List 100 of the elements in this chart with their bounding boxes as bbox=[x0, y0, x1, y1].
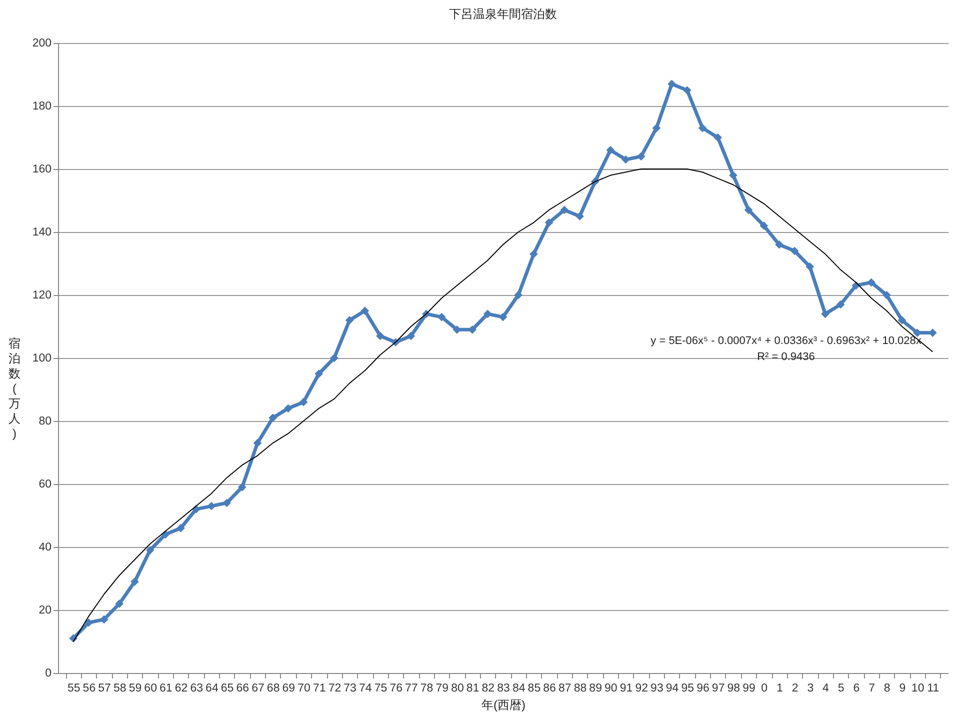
point bbox=[330, 354, 338, 362]
point bbox=[836, 300, 845, 309]
point bbox=[668, 80, 676, 88]
x-tick-label: 82 bbox=[482, 682, 495, 694]
x-tick-label: 79 bbox=[436, 682, 449, 694]
x-tick-label: 2 bbox=[792, 682, 798, 694]
x-tick-label: 80 bbox=[451, 682, 464, 694]
point bbox=[84, 618, 93, 627]
y-tick-label: 160 bbox=[32, 164, 52, 176]
x-tick-label: 58 bbox=[113, 682, 126, 694]
x-tick-label: 90 bbox=[604, 682, 618, 694]
point bbox=[376, 332, 384, 340]
x-tick-label: 78 bbox=[420, 682, 434, 694]
x-tick-label: 86 bbox=[543, 682, 556, 694]
x-tick-label: 65 bbox=[220, 682, 234, 694]
point bbox=[821, 310, 830, 318]
x-tick-label: 67 bbox=[252, 682, 264, 694]
x-tick-label: 10 bbox=[911, 682, 924, 694]
x-tick-label: 88 bbox=[574, 682, 587, 694]
x-tick-label: 68 bbox=[266, 682, 280, 694]
x-tick-label: 61 bbox=[160, 682, 172, 694]
point bbox=[652, 124, 661, 132]
point bbox=[100, 615, 108, 624]
x-tick-label: 5 bbox=[838, 682, 844, 694]
annotation: y = 5E-06x⁵ - 0.0007x⁴ + 0.0336x³ - 0.6963x² + 10.028x bbox=[650, 335, 922, 347]
point bbox=[867, 278, 876, 287]
x-tick-label: 92 bbox=[635, 682, 648, 694]
point bbox=[714, 133, 722, 142]
x-tick-label: 96 bbox=[696, 682, 710, 694]
point bbox=[560, 206, 569, 214]
x-tick-label: 77 bbox=[405, 682, 418, 694]
x-tick-label: 97 bbox=[712, 682, 725, 694]
y-tick-label: 120 bbox=[32, 290, 52, 302]
x-tick-label: 69 bbox=[282, 682, 296, 694]
y-tick-label: 200 bbox=[32, 38, 52, 50]
point bbox=[498, 312, 508, 322]
x-tick-label: 1 bbox=[776, 682, 783, 694]
x-tick-label: 93 bbox=[650, 682, 664, 694]
point bbox=[146, 546, 154, 554]
annotation: R² = 0.9436 bbox=[757, 351, 815, 363]
point bbox=[314, 370, 324, 378]
point bbox=[728, 171, 738, 180]
y-tick-label: 20 bbox=[38, 604, 52, 616]
x-tick-label: 60 bbox=[144, 682, 157, 694]
point bbox=[530, 250, 538, 258]
x-tick-label: 73 bbox=[344, 682, 356, 694]
x-tick-label: 72 bbox=[328, 682, 342, 694]
x-tick-label: 63 bbox=[190, 682, 203, 694]
point bbox=[115, 600, 124, 608]
point bbox=[606, 146, 615, 154]
x-tick-label: 8 bbox=[884, 682, 890, 694]
x-tick-label: 91 bbox=[620, 682, 633, 694]
point bbox=[544, 218, 554, 227]
y-tick-label: 140 bbox=[32, 226, 52, 238]
x-tick-label: 71 bbox=[312, 682, 326, 694]
point bbox=[622, 155, 630, 164]
x-tick-label: 11 bbox=[927, 682, 940, 694]
point bbox=[636, 152, 646, 161]
point bbox=[576, 212, 584, 220]
x-tick-label: 62 bbox=[174, 682, 188, 694]
x-tick-label: 76 bbox=[390, 682, 402, 694]
point bbox=[360, 306, 370, 315]
x-tick-label: 55 bbox=[67, 682, 80, 694]
x-tick-label: 59 bbox=[128, 682, 142, 694]
point bbox=[176, 524, 185, 532]
x-tick-label: 57 bbox=[98, 682, 111, 694]
x-tick-label: 98 bbox=[727, 682, 740, 694]
x-tick-label: 70 bbox=[298, 682, 310, 694]
x-tick-label: 83 bbox=[497, 682, 510, 694]
point bbox=[698, 124, 707, 132]
point bbox=[222, 498, 231, 508]
point bbox=[775, 240, 784, 249]
x-tick-label: 94 bbox=[666, 682, 680, 694]
point bbox=[760, 222, 768, 230]
point bbox=[882, 290, 891, 300]
y-tick-label: 180 bbox=[32, 100, 52, 112]
point bbox=[744, 206, 753, 214]
point bbox=[483, 310, 492, 318]
point bbox=[790, 246, 799, 256]
x-tick-label: 9 bbox=[899, 682, 906, 694]
x-tick-label: 0 bbox=[761, 682, 768, 694]
point bbox=[130, 577, 139, 586]
y-tick-label: 0 bbox=[45, 668, 52, 680]
point bbox=[345, 316, 354, 324]
x-tick-label: 66 bbox=[236, 682, 250, 694]
x-tick-label: 74 bbox=[359, 682, 372, 694]
x-tick-label: 84 bbox=[512, 682, 526, 694]
x-tick-label: 99 bbox=[742, 682, 756, 694]
y-tick-label: 80 bbox=[38, 416, 52, 428]
point bbox=[682, 86, 692, 94]
x-tick-label: 95 bbox=[681, 682, 694, 694]
x-tick-label: 3 bbox=[807, 682, 814, 694]
x-tick-label: 85 bbox=[528, 682, 541, 694]
y-tick-label: 100 bbox=[32, 352, 52, 364]
x-tick-label: 56 bbox=[82, 682, 96, 694]
y-tick-label: 60 bbox=[38, 478, 52, 490]
y-axis-title: 宿泊数(万人) bbox=[8, 336, 20, 440]
point bbox=[253, 438, 262, 448]
point bbox=[806, 262, 814, 271]
x-tick-label: 7 bbox=[868, 682, 875, 694]
